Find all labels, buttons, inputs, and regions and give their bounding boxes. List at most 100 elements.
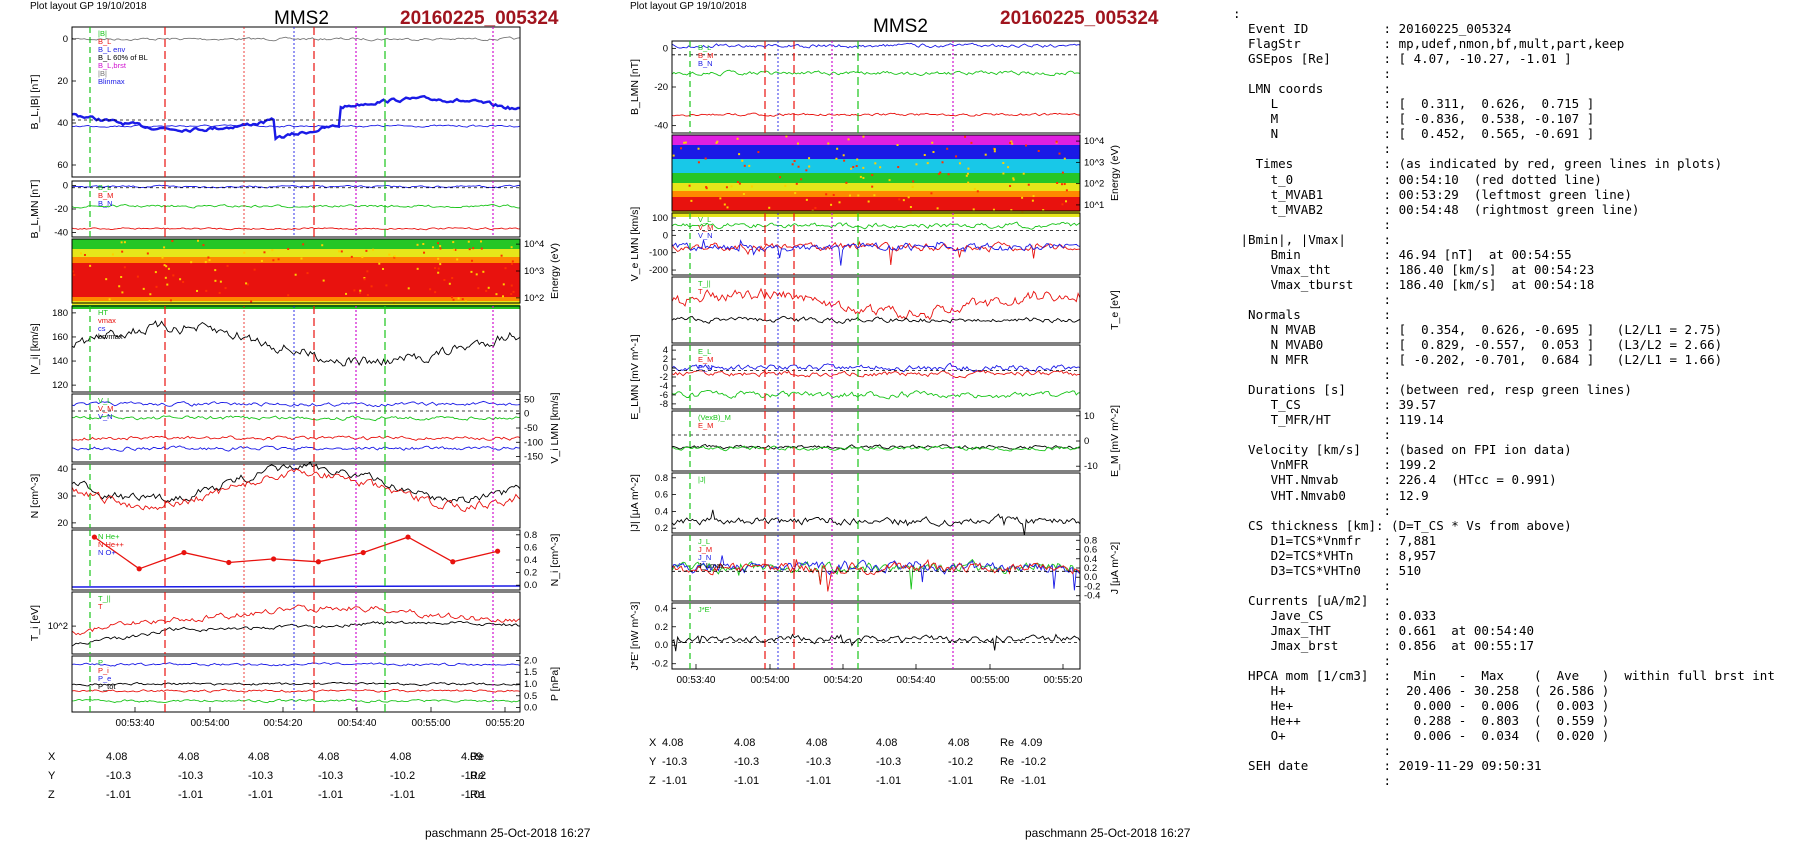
x-tick-label: 00:55:20 [1044, 675, 1083, 686]
spectrogram-speckle [219, 280, 222, 283]
spectrogram-speckle [366, 270, 369, 273]
legend-entry: V_L [698, 215, 711, 224]
summary-line: SEH date : 2019-11-29 09:50:31 [1233, 758, 1542, 774]
legend-entry: B_L [98, 183, 111, 192]
spectrogram-speckle [855, 165, 858, 168]
spectrogram-speckle [723, 203, 726, 206]
spectrogram-speckle [172, 274, 175, 277]
spectrogram-band [72, 297, 520, 301]
spectrogram-speckle [120, 241, 123, 244]
summary-line: M : [ -0.836, 0.538, -0.107 ] [1233, 111, 1595, 127]
panel-blmn: 0 -20 -40 B_L,MN [nT] B_LB_MB_N [29, 179, 521, 239]
y-tick-label: 0.6 [524, 542, 537, 553]
spectrogram-speckle [992, 208, 995, 211]
legend-entry: E_M [698, 355, 713, 364]
y-tick-label: 10^2 [1084, 179, 1104, 190]
he-pp-point [181, 549, 187, 556]
spectrogram-band [672, 173, 1080, 183]
spectrogram-speckle [477, 287, 480, 290]
spectrogram-speckle [1021, 210, 1024, 213]
spectrogram-speckle [482, 270, 485, 273]
legend-entry: P_tot [98, 682, 116, 691]
spectrogram-speckle [862, 166, 865, 169]
spectrogram-speckle [902, 199, 905, 202]
spectrogram-speckle [784, 184, 787, 187]
spectrogram-speckle [680, 147, 683, 150]
spectrogram-speckle [683, 141, 686, 144]
spectrogram-speckle [704, 157, 707, 160]
spectrogram-speckle [205, 289, 208, 292]
spectrogram-speckle [407, 287, 410, 290]
he-pp-point [495, 548, 501, 554]
spectrogram-speckle [793, 160, 796, 163]
spectrogram-speckle [852, 166, 855, 169]
spectrogram-speckle [993, 150, 996, 153]
y-tick-label: 40 [57, 464, 68, 475]
spectrogram-speckle [1022, 172, 1025, 175]
y-axis-label: J [μA m^-2] [1109, 542, 1121, 594]
spectrogram-speckle [1031, 199, 1034, 202]
summary-line: : [1233, 6, 1241, 21]
summary-line: N MFR : [ -0.202, -0.701, 0.684 ] (L2/L1… [1233, 352, 1723, 368]
spectrogram-speckle [738, 153, 741, 156]
coord-value: 4.08 [734, 737, 756, 749]
spectrogram-speckle [502, 283, 505, 286]
coord-unit: Re [470, 751, 485, 763]
series-blue-trace [671, 555, 1081, 591]
coord-value: -1.01 [178, 789, 204, 801]
spectrogram-speckle [456, 258, 459, 261]
spectrogram-speckle [1061, 171, 1064, 174]
y-tick-label: 0.4 [524, 555, 537, 566]
legend-entry: T_|| [698, 279, 711, 288]
series-green-trace [71, 204, 520, 209]
he-pp-point [226, 559, 232, 566]
y-axis-label: |V_i| [km/s] [29, 323, 41, 375]
y-tick-label: 0.2 [524, 568, 537, 579]
spectrogram-speckle [856, 158, 859, 161]
spectrogram-speckle [385, 284, 388, 287]
y-tick-label: 40 [57, 118, 68, 129]
legend-entry: E_M [698, 421, 713, 430]
legend-entry: |B| [98, 69, 107, 78]
legend-entry: vmax [98, 316, 116, 325]
spectrogram-speckle [931, 141, 934, 144]
legend-entry: E_N [698, 363, 713, 372]
y-tick-label: -40 [654, 121, 668, 132]
spectrogram-speckle [277, 258, 280, 261]
spectrogram-band [72, 239, 520, 249]
series-gray-trace [71, 36, 521, 42]
legend-entry: B_M [698, 51, 713, 60]
spectrogram-speckle [955, 155, 958, 158]
y-tick-label: -10 [1084, 461, 1098, 472]
spectrogram-speckle [1056, 181, 1059, 184]
summary-line: N MVAB : [ 0.354, 0.626, -0.695 ] (L2/L1… [1233, 321, 1723, 337]
spectrogram-speckle [742, 193, 745, 196]
series-black-trace [671, 443, 1081, 451]
y-tick-label: 0 [1084, 436, 1089, 447]
spectrogram-speckle [805, 169, 808, 172]
spectrogram-band [672, 135, 1080, 145]
legend-entry: J_M [698, 545, 712, 554]
y-tick-label: 0 [524, 409, 529, 420]
summary-line: Durations [s] : (between red, resp green… [1233, 382, 1632, 398]
spectrogram-speckle [250, 300, 253, 303]
coord-value: -10.3 [248, 770, 274, 782]
spectrogram-speckle [182, 280, 185, 283]
y-tick-label: 0 [663, 43, 668, 54]
y-tick-label: 120 [52, 380, 68, 391]
y-tick-label: -0.2 [652, 659, 668, 670]
panel-frame [671, 344, 1081, 410]
legend-entry: B_L [698, 43, 711, 52]
coord-value: -10.2 [461, 770, 487, 782]
spectrogram-speckle [970, 141, 973, 144]
spectrogram-speckle [163, 264, 166, 267]
spectrogram-speckle [422, 243, 425, 246]
panel-frame [671, 410, 1081, 472]
summary-line: D2=TCS*VHTn : 8,957 [1233, 547, 1437, 563]
coord-value: 4.08 [106, 751, 128, 763]
y-tick-label: -50 [524, 423, 538, 434]
spectrogram-speckle [214, 269, 217, 272]
summary-line: : [1233, 502, 1392, 518]
x-tick-label: 00:53:40 [116, 718, 155, 729]
legend-entry: N He+ [98, 532, 120, 541]
